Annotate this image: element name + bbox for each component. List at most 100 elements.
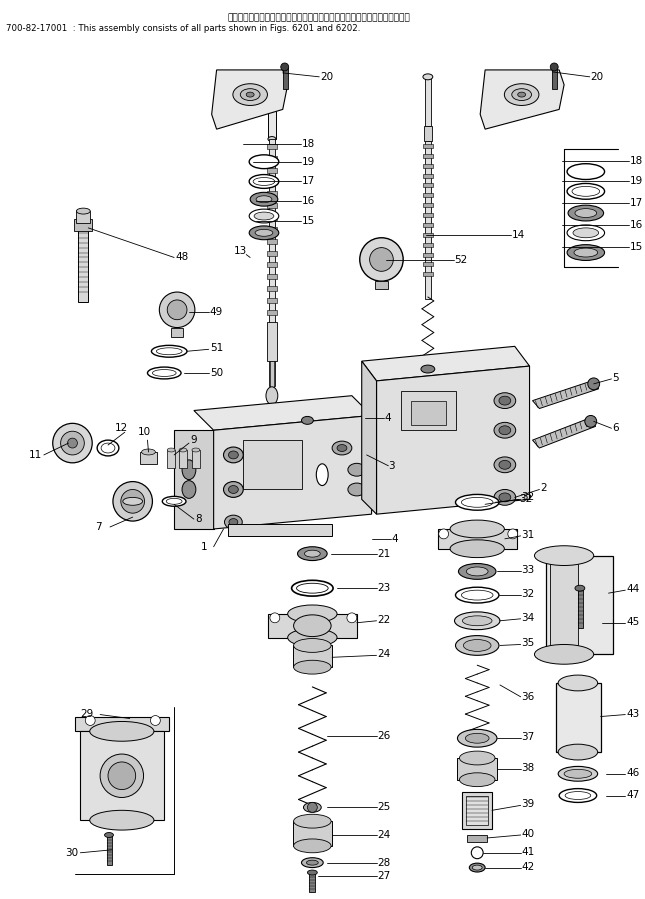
Circle shape — [113, 482, 152, 521]
Text: 48: 48 — [175, 253, 188, 263]
Text: 41: 41 — [522, 847, 535, 857]
Circle shape — [508, 529, 518, 539]
Bar — [267, 144, 277, 149]
Bar — [81, 732, 164, 820]
Text: 37: 37 — [522, 733, 535, 743]
Ellipse shape — [567, 183, 604, 200]
Ellipse shape — [332, 441, 352, 455]
Text: 28: 28 — [377, 858, 391, 868]
Ellipse shape — [167, 448, 175, 452]
Text: 32: 32 — [522, 589, 535, 599]
Bar — [267, 191, 277, 196]
Ellipse shape — [462, 616, 492, 626]
Ellipse shape — [90, 810, 154, 830]
Bar — [267, 310, 277, 315]
Bar — [228, 524, 332, 536]
Bar — [423, 174, 433, 177]
Ellipse shape — [494, 423, 516, 438]
Ellipse shape — [152, 369, 176, 377]
Bar — [171, 327, 183, 337]
Text: 16: 16 — [630, 220, 644, 230]
Text: 36: 36 — [522, 692, 535, 702]
Polygon shape — [362, 361, 377, 514]
Bar — [424, 126, 432, 141]
Bar — [267, 322, 277, 361]
Bar — [79, 223, 88, 302]
Bar — [179, 450, 187, 467]
Ellipse shape — [463, 639, 491, 652]
Text: 29: 29 — [81, 708, 94, 718]
Circle shape — [100, 754, 144, 797]
Ellipse shape — [455, 587, 499, 603]
Ellipse shape — [455, 612, 500, 629]
Circle shape — [360, 237, 403, 281]
Ellipse shape — [494, 457, 516, 473]
Text: 3: 3 — [388, 461, 395, 471]
Ellipse shape — [565, 791, 591, 799]
Text: 25: 25 — [377, 803, 391, 813]
Bar — [423, 154, 433, 158]
Circle shape — [68, 438, 77, 448]
Ellipse shape — [249, 226, 279, 240]
Bar — [457, 758, 497, 779]
Ellipse shape — [297, 583, 328, 593]
Text: 23: 23 — [377, 583, 391, 593]
Text: 18: 18 — [630, 156, 644, 165]
Ellipse shape — [499, 460, 511, 469]
Bar — [438, 529, 517, 548]
Ellipse shape — [179, 448, 187, 452]
Text: 22: 22 — [377, 615, 391, 625]
Polygon shape — [174, 431, 213, 529]
Ellipse shape — [461, 590, 493, 600]
Bar — [375, 281, 388, 289]
Ellipse shape — [292, 580, 333, 596]
Bar — [75, 717, 169, 732]
Text: 19: 19 — [301, 156, 315, 166]
Ellipse shape — [249, 209, 279, 223]
Text: 20: 20 — [591, 72, 604, 82]
Ellipse shape — [123, 497, 143, 505]
Polygon shape — [268, 614, 357, 637]
Text: 43: 43 — [626, 708, 640, 718]
Bar — [267, 298, 277, 303]
Ellipse shape — [182, 481, 196, 498]
Text: 39: 39 — [522, 799, 535, 809]
Bar — [552, 67, 557, 89]
Ellipse shape — [249, 174, 279, 189]
Ellipse shape — [152, 345, 187, 357]
Text: 17: 17 — [301, 176, 315, 186]
Ellipse shape — [90, 722, 154, 741]
Bar — [310, 873, 315, 893]
Bar — [267, 167, 277, 173]
Ellipse shape — [567, 245, 604, 261]
Ellipse shape — [504, 84, 539, 105]
Ellipse shape — [293, 839, 331, 853]
Text: 15: 15 — [301, 216, 315, 226]
Text: 45: 45 — [626, 617, 640, 627]
Bar — [267, 263, 277, 267]
Text: 4: 4 — [384, 414, 391, 423]
Bar — [423, 164, 433, 167]
Circle shape — [159, 292, 195, 327]
Text: 18: 18 — [301, 139, 315, 149]
Ellipse shape — [224, 482, 243, 497]
Ellipse shape — [192, 448, 200, 452]
Ellipse shape — [163, 496, 186, 506]
Ellipse shape — [518, 92, 526, 97]
Text: 24: 24 — [377, 830, 391, 840]
Ellipse shape — [229, 519, 238, 526]
Polygon shape — [377, 366, 530, 514]
Ellipse shape — [293, 814, 331, 828]
Polygon shape — [212, 70, 288, 129]
Ellipse shape — [470, 863, 485, 872]
Ellipse shape — [288, 605, 337, 623]
Ellipse shape — [148, 367, 181, 378]
Text: 49: 49 — [210, 307, 223, 316]
Text: 11: 11 — [29, 450, 43, 460]
Text: 700-82-17001  : This assembly consists of all parts shown in Figs. 6201 and 6202: 700-82-17001 : This assembly consists of… — [6, 23, 361, 32]
Circle shape — [588, 378, 600, 390]
Circle shape — [550, 63, 558, 71]
Circle shape — [308, 803, 317, 813]
Bar — [107, 835, 112, 865]
Text: 31: 31 — [522, 530, 535, 540]
